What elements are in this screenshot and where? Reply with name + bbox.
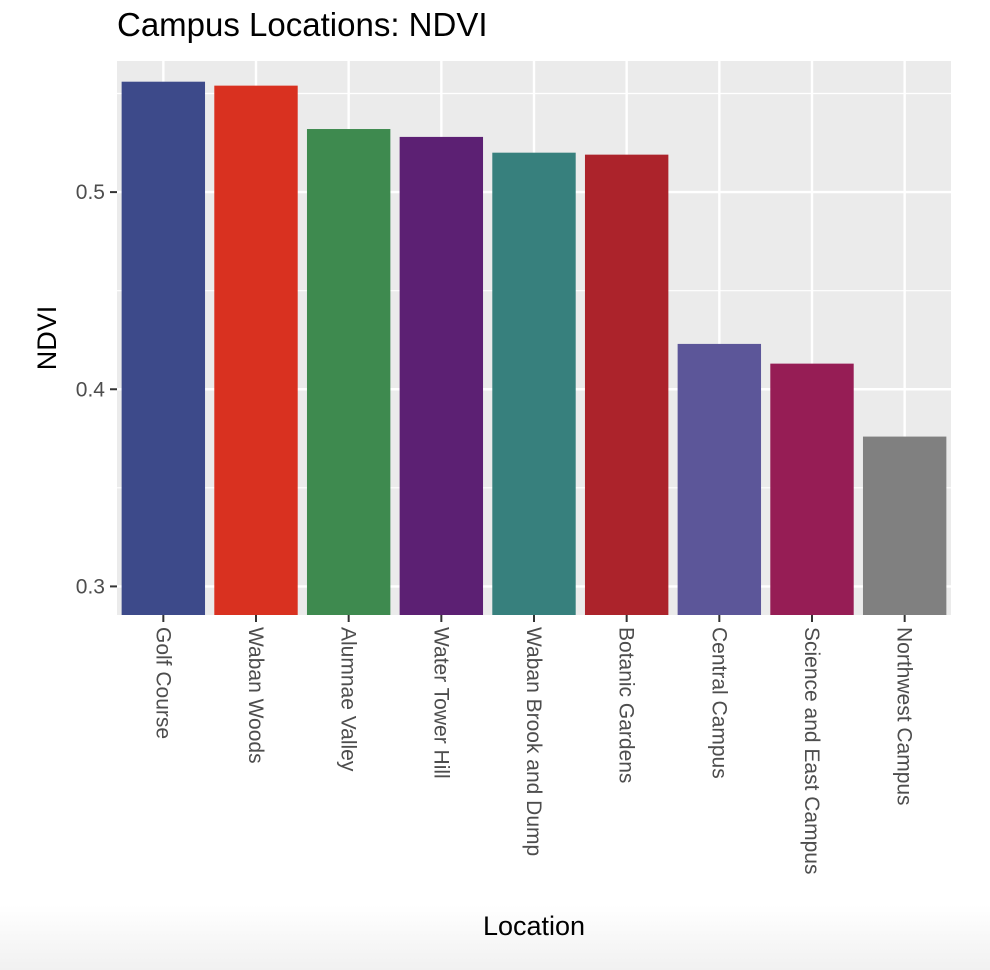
x-axis: Golf Course Waban Woods Alumnae Valley Wate… (151, 615, 916, 874)
bar (121, 81, 206, 616)
x-tick-label: Water Tower Hill (429, 627, 452, 779)
bar (214, 85, 298, 616)
y-tick-label: 0.3 (76, 575, 105, 598)
x-tick-label: Science and East Campus (800, 627, 823, 874)
x-tick-label: Alumnae Valley (337, 627, 360, 772)
x-tick-label: Waban Brook and Dump (522, 627, 545, 856)
bar (677, 343, 762, 615)
x-tick-label: Golf Course (151, 627, 174, 739)
bar (770, 363, 854, 615)
y-axis: 0.3 0.4 0.5 (76, 181, 117, 598)
x-tick-label: Central Campus (707, 627, 730, 779)
y-axis-title: NDVI (32, 306, 62, 371)
x-axis-title: Location (483, 911, 585, 941)
y-tick-label: 0.4 (76, 378, 106, 401)
x-tick-label: Botanic Gardens (615, 627, 638, 783)
x-tick-label: Northwest Campus (893, 627, 916, 806)
y-tick-label: 0.5 (76, 181, 105, 204)
bar (492, 152, 576, 616)
bar (584, 154, 669, 615)
bar (399, 136, 484, 615)
bar (306, 129, 391, 615)
bar (862, 436, 947, 615)
chart-title: Campus Locations: NDVI (117, 6, 488, 43)
x-tick-label: Waban Woods (244, 627, 267, 764)
bars (121, 81, 947, 616)
